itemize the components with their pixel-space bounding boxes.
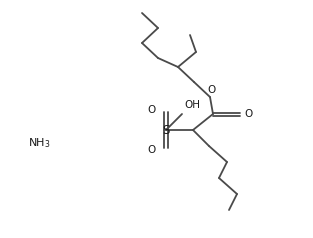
Text: O: O — [148, 105, 156, 115]
Text: OH: OH — [184, 100, 200, 110]
Text: O: O — [207, 85, 215, 95]
Text: O: O — [244, 109, 252, 119]
Text: O: O — [148, 145, 156, 155]
Text: S: S — [162, 124, 170, 137]
Text: NH$_3$: NH$_3$ — [28, 136, 51, 150]
